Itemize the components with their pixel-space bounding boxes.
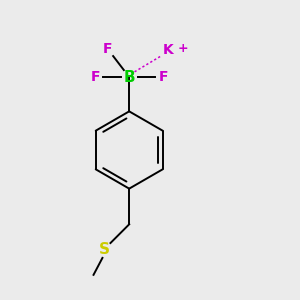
Text: F: F	[90, 70, 100, 84]
Text: B: B	[123, 70, 135, 85]
Text: +: +	[178, 42, 189, 56]
Text: F: F	[159, 70, 168, 84]
Text: S: S	[98, 242, 110, 257]
Text: F: F	[103, 42, 112, 56]
Text: K: K	[163, 44, 173, 57]
